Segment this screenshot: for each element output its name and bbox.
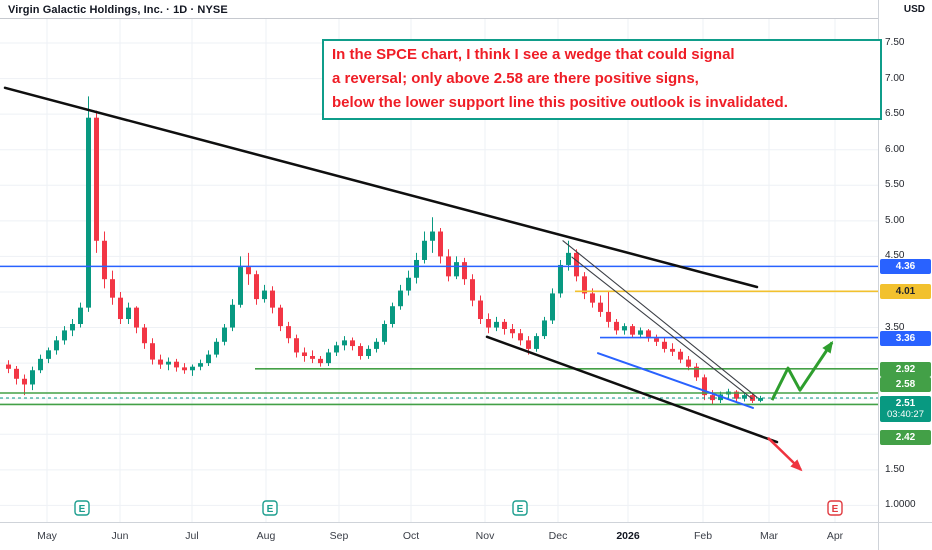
symbol-title[interactable]: Virgin Galactic Holdings, Inc. · 1D · NY…	[8, 4, 228, 16]
grid-layer	[0, 19, 878, 522]
price-tick: 1.0000	[885, 499, 916, 511]
current-price-value: 2.51	[895, 398, 916, 409]
analysis-note[interactable]: In the SPCE chart, I think I see a wedge…	[322, 39, 882, 120]
time-label: May	[37, 530, 57, 542]
level-lines-layer[interactable]	[0, 265, 878, 406]
price-tick: 1.50	[885, 463, 905, 475]
price-tick: 3.50	[885, 321, 905, 333]
note-line: below the lower support line this positi…	[332, 94, 788, 111]
price-axis[interactable]: 2.51 03:40:27 7.50 7.00 6.50 6.00 5.50 5.00 4.…	[878, 0, 932, 522]
time-label: Feb	[693, 530, 713, 542]
earnings-marker[interactable]: E	[827, 500, 843, 516]
price-tick: 6.50	[885, 108, 905, 120]
price-level-badge: 3.36	[880, 330, 931, 346]
price-level-badge: 4.01	[880, 284, 931, 300]
currency-label[interactable]: USD	[903, 4, 925, 15]
time-label: Jun	[111, 530, 129, 542]
price-tick: 7.50	[885, 37, 905, 48]
time-label: Aug	[256, 530, 276, 542]
bearish-down-arrow[interactable]	[767, 436, 803, 472]
price-level-badge: 2.42	[880, 430, 931, 445]
bullish-zigzag-arrow[interactable]	[770, 340, 834, 401]
price-level-badge: 2.92	[880, 361, 931, 377]
blue-trendline[interactable]	[597, 352, 754, 409]
earnings-marker[interactable]: E	[262, 500, 278, 516]
price-level-badge: 2.58	[880, 377, 931, 392]
countdown-timer: 03:40:27	[887, 409, 924, 420]
time-label: Nov	[475, 530, 495, 542]
price-tick: 4.50	[885, 250, 905, 262]
upper-resistance-trendline[interactable]	[3, 86, 759, 289]
time-axis[interactable]: May Jun Jul Aug Sep Oct Nov Dec 2026 Feb Mar Apr	[0, 522, 932, 550]
note-line: a reversal; only above 2.58 are there po…	[332, 70, 699, 87]
earnings-icon: E	[517, 504, 524, 515]
header-divider	[0, 18, 932, 19]
time-label: Oct	[402, 530, 420, 542]
time-label: Mar	[759, 530, 779, 542]
time-label: Dec	[548, 530, 568, 542]
earnings-marker[interactable]: E	[512, 500, 528, 516]
wedge-lower-line[interactable]	[571, 256, 753, 400]
price-tick: 5.50	[885, 179, 905, 191]
time-label: Apr	[826, 530, 844, 542]
earnings-icon: E	[832, 504, 839, 515]
time-label: 2026	[616, 530, 640, 542]
price-tick: 6.00	[885, 143, 905, 155]
price-level-badge: 4.36	[880, 259, 931, 275]
lower-support-trendline[interactable]	[485, 335, 779, 444]
earnings-marker[interactable]: E	[74, 500, 90, 516]
price-tick: 7.00	[885, 72, 905, 84]
earnings-icon: E	[79, 504, 86, 515]
time-label: Sep	[329, 530, 349, 542]
price-tick: 5.00	[885, 214, 905, 226]
earnings-icon: E	[267, 504, 274, 515]
current-price-badge: 2.51 03:40:27	[880, 396, 931, 422]
wedge-upper-line[interactable]	[562, 240, 758, 398]
axis-corner	[878, 522, 932, 550]
time-label: Jul	[185, 530, 199, 542]
note-line: In the SPCE chart, I think I see a wedge…	[332, 46, 735, 63]
